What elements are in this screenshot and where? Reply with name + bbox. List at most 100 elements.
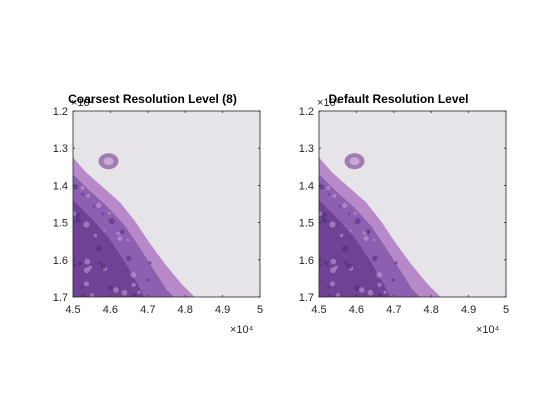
x-tick-label: 4.7: [386, 304, 401, 316]
tissue-texture-dot: [326, 285, 330, 289]
tissue-core-region: [319, 200, 391, 297]
tissue-texture-dot: [137, 290, 141, 294]
tissue-texture-dot: [372, 255, 378, 261]
x-tick-label: 4.7: [140, 304, 155, 316]
tissue-texture-dot: [327, 192, 331, 196]
x-tick-label: 4.6: [349, 304, 364, 316]
tissue-texture-dot: [80, 185, 85, 191]
tissue-texture-dot: [353, 211, 357, 215]
tissue-texture-dot: [366, 229, 371, 234]
tissue-texture-dot: [330, 281, 335, 287]
tissue-texture-dot: [376, 272, 383, 278]
tissue-texture-dot: [73, 263, 76, 268]
axes-coarsest-resolution: 4.5 4.6 4.7 4.8 4.9 5 1.2 1.3 1.4 1.5 1.6 1.7 ×10⁴ ×1…: [53, 92, 263, 336]
tissue-texture-dot: [362, 231, 366, 235]
y-tick-label: 1.3: [299, 143, 314, 155]
tissue-texture-dot: [100, 263, 107, 270]
tissue-texture-dot: [95, 245, 102, 252]
y-tick-label: 1.2: [53, 106, 68, 118]
y-tick-label: 1.4: [299, 180, 314, 192]
tissue-texture-dot: [323, 261, 328, 266]
tissue-texture-dot: [116, 231, 120, 235]
tissue-texture-dot: [83, 221, 90, 228]
tissue-texture-dot: [126, 255, 132, 261]
tissue-texture-dot: [84, 281, 89, 287]
tissue-image: [73, 111, 260, 297]
tissue-texture-dot: [321, 218, 327, 223]
tissue-texture-dot: [131, 293, 137, 297]
tissue-texture-dot: [347, 212, 351, 215]
tissue-texture-dot: [339, 233, 344, 238]
axes-box: [318, 110, 507, 298]
tissue-texture-dot: [86, 193, 91, 198]
tissue-texture-dot: [327, 293, 331, 297]
tissue-texture-dot: [354, 285, 360, 291]
tissue-texture-dot: [108, 285, 114, 291]
tissue-texture-dot: [126, 238, 130, 242]
x-tick-label: 5: [257, 304, 263, 316]
tissue-texture-dot: [101, 212, 105, 215]
tissue-texture-dot: [80, 285, 84, 289]
x-tick-label: 4.8: [424, 304, 439, 316]
axes-title: Coarsest Resolution Level (8): [68, 92, 237, 106]
y-tick-label: 1.7: [53, 292, 68, 304]
tissue-texture-dot: [372, 238, 376, 242]
y-exponent-label: ×10⁴: [317, 97, 341, 109]
tissue-texture-dot: [97, 261, 101, 265]
tissue-texture-dot: [319, 211, 323, 216]
tissue-texture-dot: [103, 229, 106, 232]
tissue-texture-dot: [77, 261, 82, 266]
tissue-texture-dot: [145, 278, 149, 282]
tissue-texture-dot: [73, 211, 77, 216]
axes-title: Default Resolution Level: [328, 92, 468, 106]
tissue-texture-dot: [363, 236, 369, 241]
tissue-texture-dot: [321, 216, 325, 219]
y-tick-label: 1.7: [299, 292, 314, 304]
x-exponent-label: ×10⁴: [230, 324, 254, 336]
tissue-texture-dot: [367, 289, 374, 296]
tissue-texture-dot: [90, 293, 95, 297]
tissue-texture-dot: [322, 212, 327, 217]
x-tick-label: 5: [503, 304, 509, 316]
tissue-texture-dot: [377, 282, 382, 287]
x-tick-label: 4.5: [65, 304, 80, 316]
tissue-texture-dot: [117, 236, 123, 241]
tissue-texture-dot: [341, 245, 348, 252]
tissue-texture-dot: [92, 205, 95, 208]
tissue-texture-dot: [81, 293, 85, 297]
tissue-texture-dot: [383, 290, 387, 294]
tissue-texture-dot: [332, 193, 337, 198]
tissue-texture-dot: [329, 221, 336, 228]
tissue-texture-dot: [343, 261, 347, 265]
axes-box: [72, 110, 261, 298]
y-exponent-label: ×10⁴: [71, 97, 95, 109]
y-tick-label: 1.6: [53, 255, 68, 267]
tissue-texture-dot: [349, 229, 352, 232]
tissue-texture-dot: [336, 293, 341, 297]
tissue-image: [319, 111, 506, 297]
tissue-texture-dot: [148, 261, 152, 265]
axes-default-resolution: 4.5 4.6 4.7 4.8 4.9 5 1.2 1.3 1.4 1.5 1.6 1.7 ×10⁴ ×1…: [299, 92, 509, 336]
y-tick-label: 1.3: [53, 143, 68, 155]
tissue-core-region: [73, 200, 145, 297]
tissue-texture-dot: [121, 289, 128, 296]
y-tick-label: 1.6: [299, 255, 314, 267]
tissue-texture-dot: [354, 218, 361, 225]
tissue-texture-dot: [75, 218, 81, 223]
x-tick-label: 4.8: [178, 304, 193, 316]
tissue-texture-dot: [84, 258, 91, 265]
tissue-texture-dot: [377, 293, 383, 297]
tissue-texture-dot: [338, 205, 341, 208]
tissue-texture-dot: [359, 287, 365, 293]
tissue-texture-dot: [113, 287, 119, 293]
tissue-texture-dot: [391, 278, 395, 282]
y-tick-label: 1.5: [53, 218, 68, 230]
tissue-texture-dot: [394, 261, 398, 265]
tissue-texture-dot: [342, 202, 348, 208]
y-tick-label: 1.2: [299, 106, 314, 118]
x-tick-label: 4.6: [103, 304, 118, 316]
tissue-texture-dot: [107, 211, 111, 215]
tissue-texture-dot: [75, 216, 79, 219]
x-tick-label: 4.9: [461, 304, 476, 316]
